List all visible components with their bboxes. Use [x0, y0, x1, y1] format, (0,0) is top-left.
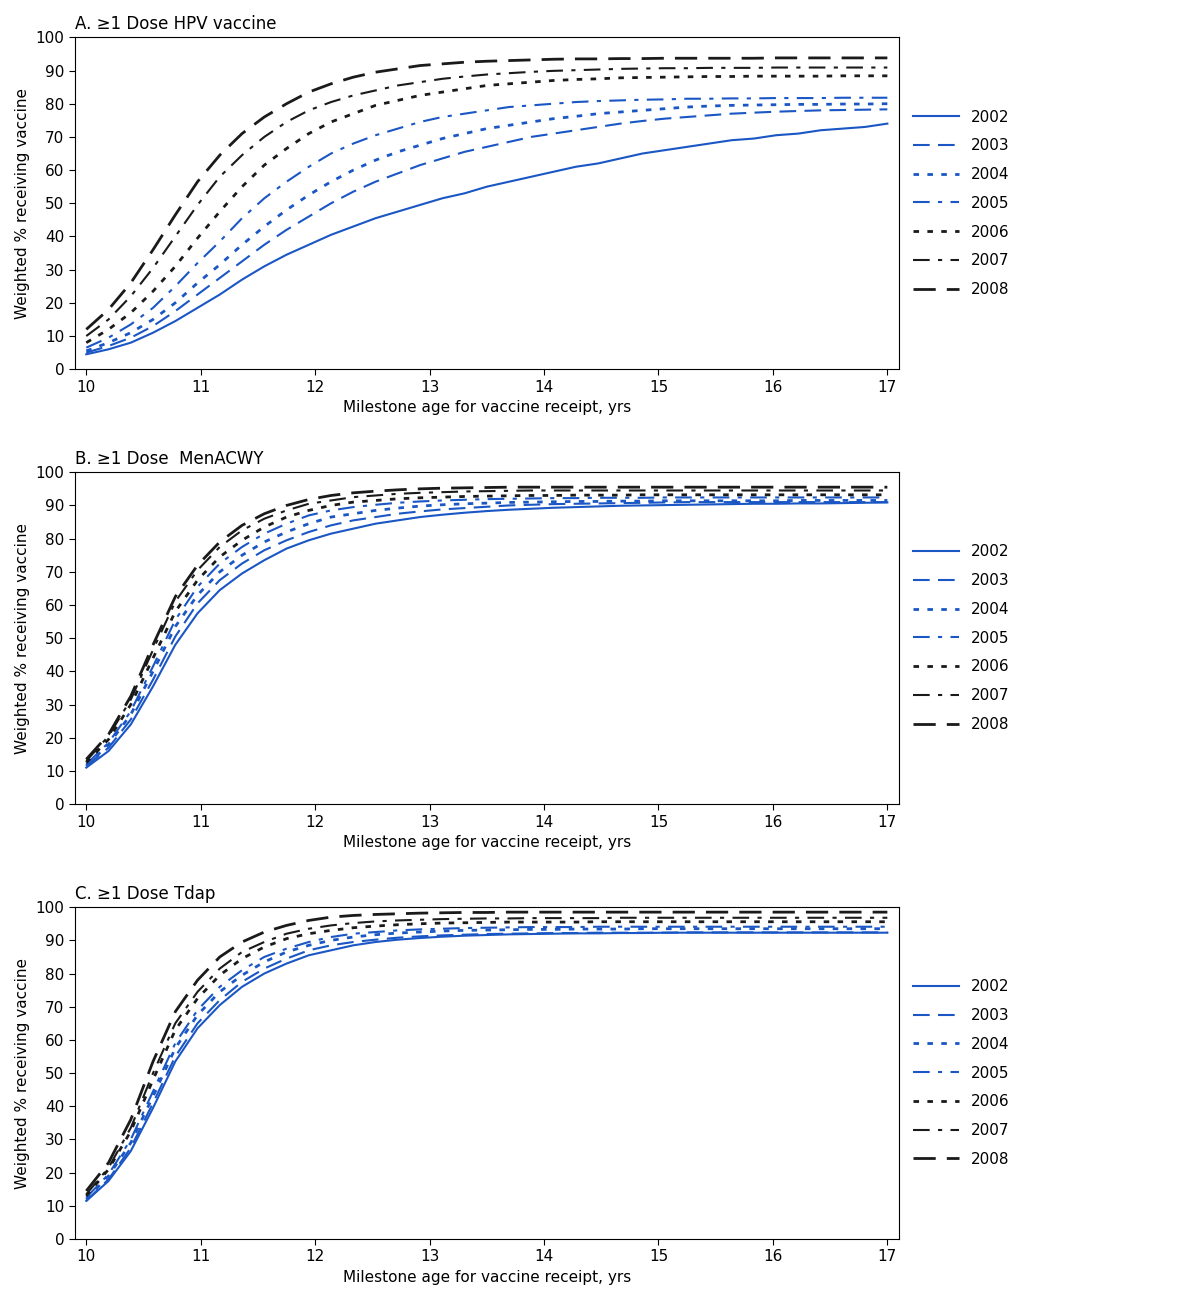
X-axis label: Milestone age for vaccine receipt, yrs: Milestone age for vaccine receipt, yrs	[343, 400, 631, 415]
Y-axis label: Weighted % receiving vaccine: Weighted % receiving vaccine	[14, 88, 30, 318]
Text: C. ≥1 Dose Tdap: C. ≥1 Dose Tdap	[74, 885, 215, 902]
Y-axis label: Weighted % receiving vaccine: Weighted % receiving vaccine	[14, 958, 30, 1188]
Legend: 2002, 2003, 2004, 2005, 2006, 2007, 2008: 2002, 2003, 2004, 2005, 2006, 2007, 2008	[907, 974, 1016, 1173]
Y-axis label: Weighted % receiving vaccine: Weighted % receiving vaccine	[14, 523, 30, 754]
Text: B. ≥1 Dose  MenACWY: B. ≥1 Dose MenACWY	[74, 450, 263, 468]
X-axis label: Milestone age for vaccine receipt, yrs: Milestone age for vaccine receipt, yrs	[343, 1270, 631, 1284]
X-axis label: Milestone age for vaccine receipt, yrs: Milestone age for vaccine receipt, yrs	[343, 835, 631, 850]
Text: A. ≥1 Dose HPV vaccine: A. ≥1 Dose HPV vaccine	[74, 16, 276, 32]
Legend: 2002, 2003, 2004, 2005, 2006, 2007, 2008: 2002, 2003, 2004, 2005, 2006, 2007, 2008	[907, 104, 1016, 303]
Legend: 2002, 2003, 2004, 2005, 2006, 2007, 2008: 2002, 2003, 2004, 2005, 2006, 2007, 2008	[907, 538, 1016, 738]
